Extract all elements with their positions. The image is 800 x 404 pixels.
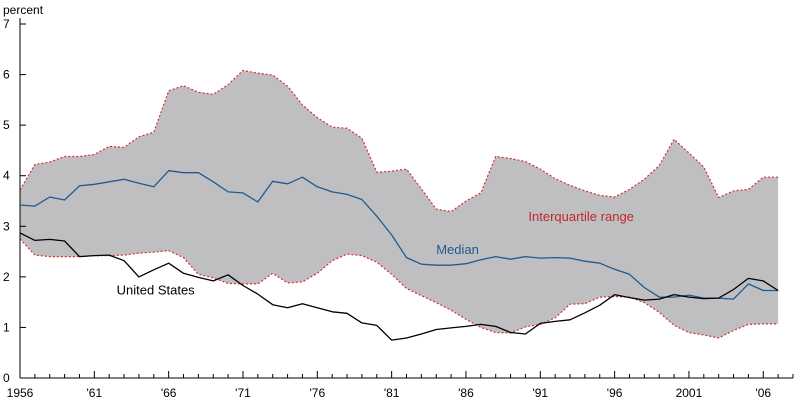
united-states-line — [19, 232, 779, 341]
y-tick-label: 0 — [3, 371, 10, 385]
y-tick-label: 5 — [3, 118, 10, 132]
x-tick-label: 2001 — [676, 386, 703, 400]
x-tick-label: '06 — [755, 386, 771, 400]
x-axis: 1956 '61 '66 '71 '76 '81 '86 '91 '96 2001 '06 — [7, 371, 794, 400]
y-tick-label: 3 — [3, 219, 10, 233]
united-states-label: United States — [117, 283, 196, 298]
y-tick-label: 2 — [3, 270, 10, 284]
x-tick-label: '61 — [87, 386, 103, 400]
x-tick-label: '96 — [607, 386, 623, 400]
interquartile-range-area — [20, 70, 779, 338]
x-tick-label: '71 — [235, 386, 251, 400]
y-axis-label: percent — [3, 3, 44, 17]
median-line — [19, 170, 779, 300]
y-tick-label: 7 — [3, 17, 10, 31]
series-lines — [19, 170, 779, 341]
x-tick-label: '76 — [309, 386, 325, 400]
interquartile-upper-edge — [19, 69, 779, 213]
x-tick-label: '66 — [161, 386, 177, 400]
annotations: Interquartile range Median United States — [117, 209, 634, 297]
x-tick-label: 1956 — [7, 386, 34, 400]
interquartile-band — [19, 69, 779, 339]
x-tick-label: '91 — [532, 386, 548, 400]
y-axis: 0 1 2 3 4 5 6 7 — [3, 17, 26, 385]
interquartile-range-label: Interquartile range — [528, 209, 634, 224]
x-tick-label: '86 — [458, 386, 474, 400]
y-tick-label: 1 — [3, 320, 10, 334]
median-label: Median — [436, 242, 479, 257]
interquartile-lower-edge — [19, 238, 779, 339]
y-tick-label: 4 — [3, 169, 10, 183]
x-tick-label: '81 — [384, 386, 400, 400]
y-tick-label: 6 — [3, 68, 10, 82]
